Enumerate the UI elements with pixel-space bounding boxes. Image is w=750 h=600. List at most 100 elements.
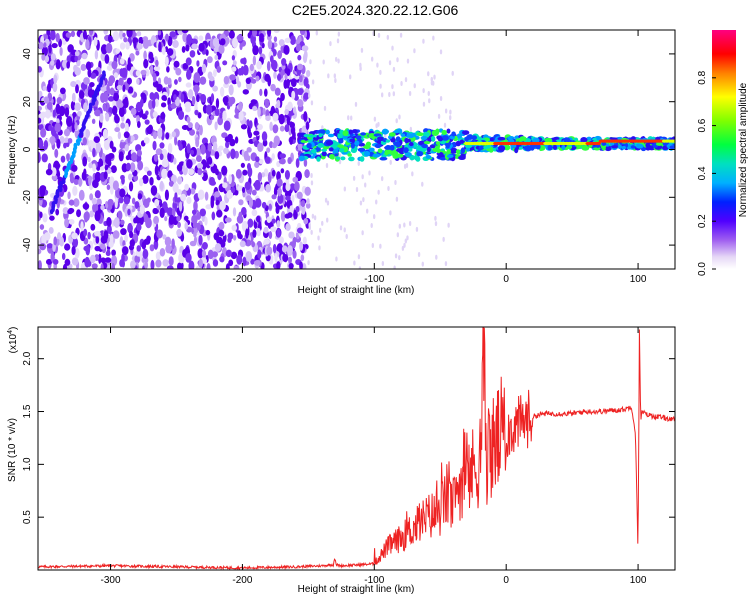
spectrogram-cell: [120, 122, 126, 129]
spectrogram-cell: [451, 131, 456, 137]
spectrogram-cell: [176, 164, 183, 172]
y-tick-label: 20: [22, 96, 33, 108]
spectrogram-cell: [321, 125, 324, 131]
spectrogram-cell: [51, 167, 57, 177]
spectrogram-cell: [139, 204, 145, 215]
spectrogram-cell: [152, 131, 158, 140]
spectrogram-cell: [100, 204, 105, 211]
spectrogram-cell: [168, 180, 174, 187]
spectrogram-cell: [120, 219, 125, 225]
spectrogram-cell: [112, 31, 120, 42]
spectrogram-cell: [38, 248, 42, 255]
spectrogram-cell: [94, 109, 101, 117]
spectrogram-cell: [318, 245, 321, 251]
spectrogram-cell: [130, 107, 137, 116]
spectrogram-cell: [214, 121, 218, 131]
spectrogram-cell: [311, 79, 315, 85]
spectrogram-cell: [377, 121, 380, 127]
spectrogram-cell: [279, 153, 287, 159]
spectrogram-cell: [303, 92, 310, 100]
spectrogram-cell: [206, 56, 213, 64]
spectrogram-cell: [497, 145, 506, 152]
spectrogram-cell: [83, 228, 88, 237]
spectrogram-cell: [404, 77, 408, 83]
spectrogram-cell: [223, 120, 231, 131]
spectrogram-cell: [409, 126, 413, 132]
spectrogram-cell: [347, 115, 350, 121]
spectrogram-cell: [240, 123, 248, 130]
spectrogram-cell: [359, 156, 365, 162]
spectrogram-cell: [442, 236, 445, 242]
spectrogram-cell: [422, 38, 425, 44]
spectrogram-cell: [406, 235, 409, 241]
spectrogram-cell: [212, 69, 217, 77]
spectrogram-cell: [201, 241, 208, 250]
spectrogram-cell: [257, 142, 264, 153]
spectrogram-cell: [190, 149, 195, 155]
spectrogram-cell: [432, 35, 435, 41]
spectrogram-cell: [155, 59, 159, 67]
top-y-ticks: -40 -20 0 20 40: [22, 48, 675, 252]
spectrogram-cell: [293, 74, 300, 80]
spectrogram-cell: [232, 60, 237, 66]
spectrogram-cell: [449, 109, 452, 115]
spectrogram-cell: [423, 141, 431, 145]
spectrogram-cell: [80, 221, 84, 232]
spectrogram-cell: [149, 244, 155, 252]
spectrogram-cell: [377, 32, 381, 38]
spectrogram-cell: [102, 70, 106, 76]
spectrogram-cell: [128, 181, 134, 192]
spectrogram-cell: [80, 63, 87, 72]
spectrogram-cell: [49, 30, 56, 41]
spectrogram-cell: [171, 238, 175, 250]
spectrogram-cell: [445, 143, 450, 149]
spectrogram-cell: [357, 147, 366, 152]
spectrogram-cell: [258, 158, 264, 165]
spectrogram-cell: [124, 122, 129, 133]
spectrogram-cell: [342, 130, 349, 137]
spectrogram-cell: [340, 156, 346, 161]
spectrogram-cell: [149, 92, 155, 100]
bottom-x-axis-label: Height of straight line (km): [298, 584, 415, 595]
spectrogram-cell: [133, 174, 139, 182]
spectrogram-cell: [186, 196, 192, 205]
spectrogram-cell: [421, 261, 424, 267]
spectrogram-cell: [350, 115, 353, 121]
spectrogram-cell: [174, 191, 178, 203]
spectrogram-cell: [390, 150, 399, 157]
spectrogram-cell: [325, 163, 329, 169]
spectrogram-cell: [213, 232, 220, 241]
spectrogram-cell: [138, 177, 144, 187]
spectrogram-cell: [168, 214, 175, 225]
spectrogram-cell: [121, 253, 125, 264]
spectrogram-cell: [140, 69, 147, 75]
colorbar-tick-label: 0.4: [697, 166, 708, 180]
colorbar-tick-label: 0.2: [697, 214, 708, 228]
spectrogram-cell: [308, 93, 311, 99]
spectrogram-cell: [289, 205, 294, 213]
spectrogram-cell: [376, 62, 379, 68]
spectrogram-cell: [256, 60, 262, 70]
spectrogram-cell: [427, 71, 430, 77]
spectrogram-cell: [166, 66, 170, 73]
spectrogram-cell: [94, 49, 99, 60]
spectrogram-cell: [106, 184, 111, 191]
spectrogram-cell: [197, 189, 205, 200]
spectrogram-cell: [149, 176, 154, 186]
spectrogram-cell: [422, 101, 426, 107]
spectrogram-cell: [134, 254, 141, 264]
spectrogram-cell: [133, 38, 137, 49]
spectrogram-cell: [118, 30, 124, 40]
spectrogram-cell: [195, 137, 200, 148]
spectrogram-cell: [198, 258, 203, 268]
spectrogram-cell: [109, 140, 114, 149]
spectrogram-cell: [96, 198, 102, 206]
spectrogram-cell: [83, 211, 90, 222]
spectrogram-cell: [276, 228, 281, 238]
spectrogram-cell: [304, 186, 311, 196]
spectrogram-cell: [100, 92, 106, 104]
spectrogram-cell: [421, 143, 428, 149]
spectrogram-cell: [187, 122, 193, 129]
spectrogram-cell: [165, 33, 169, 42]
